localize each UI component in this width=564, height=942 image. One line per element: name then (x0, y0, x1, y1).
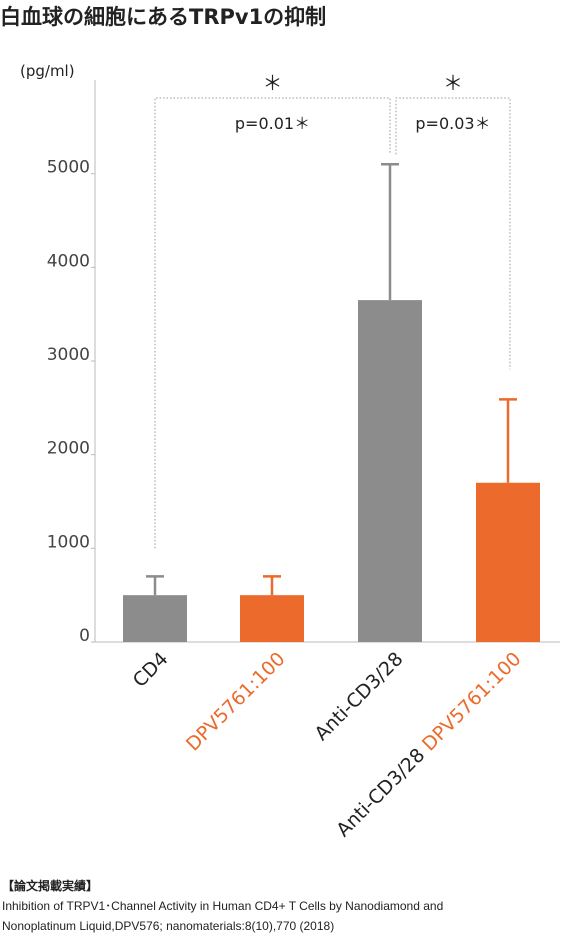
significance-bracket (154, 97, 391, 549)
y-tick-label: 2000 (47, 439, 90, 459)
bar (476, 482, 540, 642)
footer-heading: 【論文掲載実績】 (2, 879, 99, 893)
x-label-part: Anti-CD3/28 (311, 648, 408, 745)
citation-line: Inhibition of TRPV1･Channel Activity in … (2, 899, 444, 913)
bar (240, 595, 304, 642)
citation-line: Nonoplatinum Liquid,DPV576; nanomaterial… (2, 919, 335, 933)
bar (358, 300, 422, 642)
p-value: p=0.03＊ (415, 114, 490, 133)
x-label-part: CD4 (129, 648, 173, 692)
y-unit: (pg/ml) (20, 62, 75, 80)
page: {"chart_data": {"type": "bar", "title": … (0, 5, 560, 933)
y-tick-label: 3000 (47, 345, 90, 365)
y-tick-label: 5000 (47, 158, 90, 178)
y-tick-label: 0 (79, 626, 90, 646)
significance-bracket (395, 97, 511, 370)
x-label-part: Anti-CD3/28 (332, 744, 429, 841)
x-tick-label: CD4 (129, 648, 173, 692)
bar (123, 595, 187, 642)
y-tick-label: 4000 (47, 251, 90, 271)
x-tick-label: Anti-CD3/28DPV5761:100 (332, 648, 525, 841)
significance-star: ＊ (443, 71, 463, 95)
chart: 白血球の細胞にあるTRPv1の抑制 (pg/ml) 0 1000 2000 3000 4… (0, 5, 560, 841)
significance-star: ＊ (263, 71, 283, 95)
y-tick-label: 1000 (47, 532, 90, 552)
chart-title: 白血球の細胞にあるTRPv1の抑制 (0, 5, 326, 29)
x-label-part: DPV5761:100 (182, 648, 290, 756)
p-value: p=0.01＊ (235, 114, 310, 133)
x-label-part: DPV5761:100 (418, 648, 526, 756)
footer: 【論文掲載実績】 Inhibition of TRPV1･Channel Act… (2, 876, 562, 936)
x-tick-label: Anti-CD3/28 (311, 648, 408, 745)
x-tick-label: DPV5761:100 (182, 648, 290, 756)
